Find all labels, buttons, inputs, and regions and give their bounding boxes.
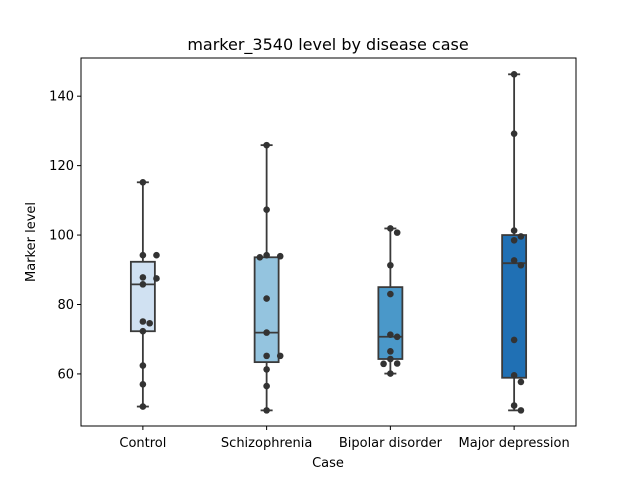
- x-tick-label: Schizophrenia: [221, 436, 312, 451]
- data-point: [380, 360, 387, 368]
- data-point: [139, 274, 147, 281]
- data-point: [263, 141, 270, 149]
- data-point: [510, 336, 518, 344]
- data-point: [276, 252, 284, 260]
- data-point: [517, 233, 525, 240]
- y-tick-label: 100: [49, 229, 74, 244]
- plot-content: [129, 71, 528, 414]
- x-tick-label: Bipolar disorder: [339, 436, 443, 451]
- data-point: [153, 251, 160, 259]
- data-point: [387, 355, 394, 363]
- points-group-0: [139, 178, 160, 410]
- data-point: [393, 333, 401, 341]
- y-tick-label: 120: [49, 159, 74, 174]
- y-tick-label: 140: [49, 90, 74, 105]
- data-point: [139, 281, 147, 288]
- data-point: [263, 407, 270, 414]
- box: [501, 234, 528, 379]
- y-axis: 60 80 100 120 140: [49, 90, 81, 382]
- y-axis-label: Marker level: [24, 202, 39, 282]
- points-group-1: [256, 141, 284, 414]
- data-point: [387, 261, 394, 269]
- box: [253, 256, 280, 364]
- data-point: [510, 71, 518, 78]
- data-point: [263, 295, 270, 302]
- y-tick-label: 60: [57, 367, 74, 382]
- box-group-1: [253, 144, 280, 412]
- data-point: [146, 319, 153, 327]
- data-point: [510, 236, 518, 244]
- data-point: [153, 275, 160, 282]
- data-point: [263, 206, 270, 214]
- data-point: [263, 366, 270, 373]
- points-group-2: [380, 225, 401, 377]
- box-group-2: [377, 227, 404, 375]
- data-point: [139, 251, 147, 259]
- data-point: [263, 329, 270, 336]
- data-point: [517, 407, 525, 414]
- data-point: [139, 381, 147, 388]
- data-point: [263, 251, 270, 259]
- data-point: [393, 360, 401, 367]
- x-tick-label: Major depression: [459, 436, 570, 451]
- x-axis: Control Schizophrenia Bipolar disorder Majo…: [119, 426, 570, 451]
- data-point: [387, 370, 394, 377]
- data-point: [139, 327, 147, 335]
- data-point: [510, 402, 518, 409]
- data-point: [393, 229, 401, 236]
- plot-frame: [80, 57, 577, 427]
- data-point: [139, 178, 147, 186]
- data-point: [263, 382, 270, 390]
- data-point: [510, 227, 518, 234]
- data-point: [263, 352, 270, 360]
- box-group-0: [129, 181, 156, 408]
- data-point: [510, 257, 518, 264]
- data-point: [387, 331, 394, 338]
- y-tick-label: 80: [57, 298, 74, 313]
- data-point: [387, 290, 394, 298]
- data-point: [276, 352, 284, 360]
- data-point: [517, 261, 525, 269]
- x-axis-label: Case: [312, 456, 344, 471]
- data-point: [256, 253, 264, 261]
- box: [377, 286, 404, 360]
- data-point: [139, 403, 147, 410]
- data-point: [139, 318, 147, 325]
- points-group-3: [510, 71, 525, 414]
- chart-title: marker_3540 level by disease case: [187, 35, 468, 55]
- data-point: [517, 378, 525, 386]
- data-point: [510, 372, 518, 379]
- data-point: [387, 348, 394, 355]
- x-tick-label: Control: [119, 436, 166, 451]
- data-point: [387, 225, 394, 232]
- data-point: [510, 130, 518, 137]
- data-point: [139, 362, 147, 369]
